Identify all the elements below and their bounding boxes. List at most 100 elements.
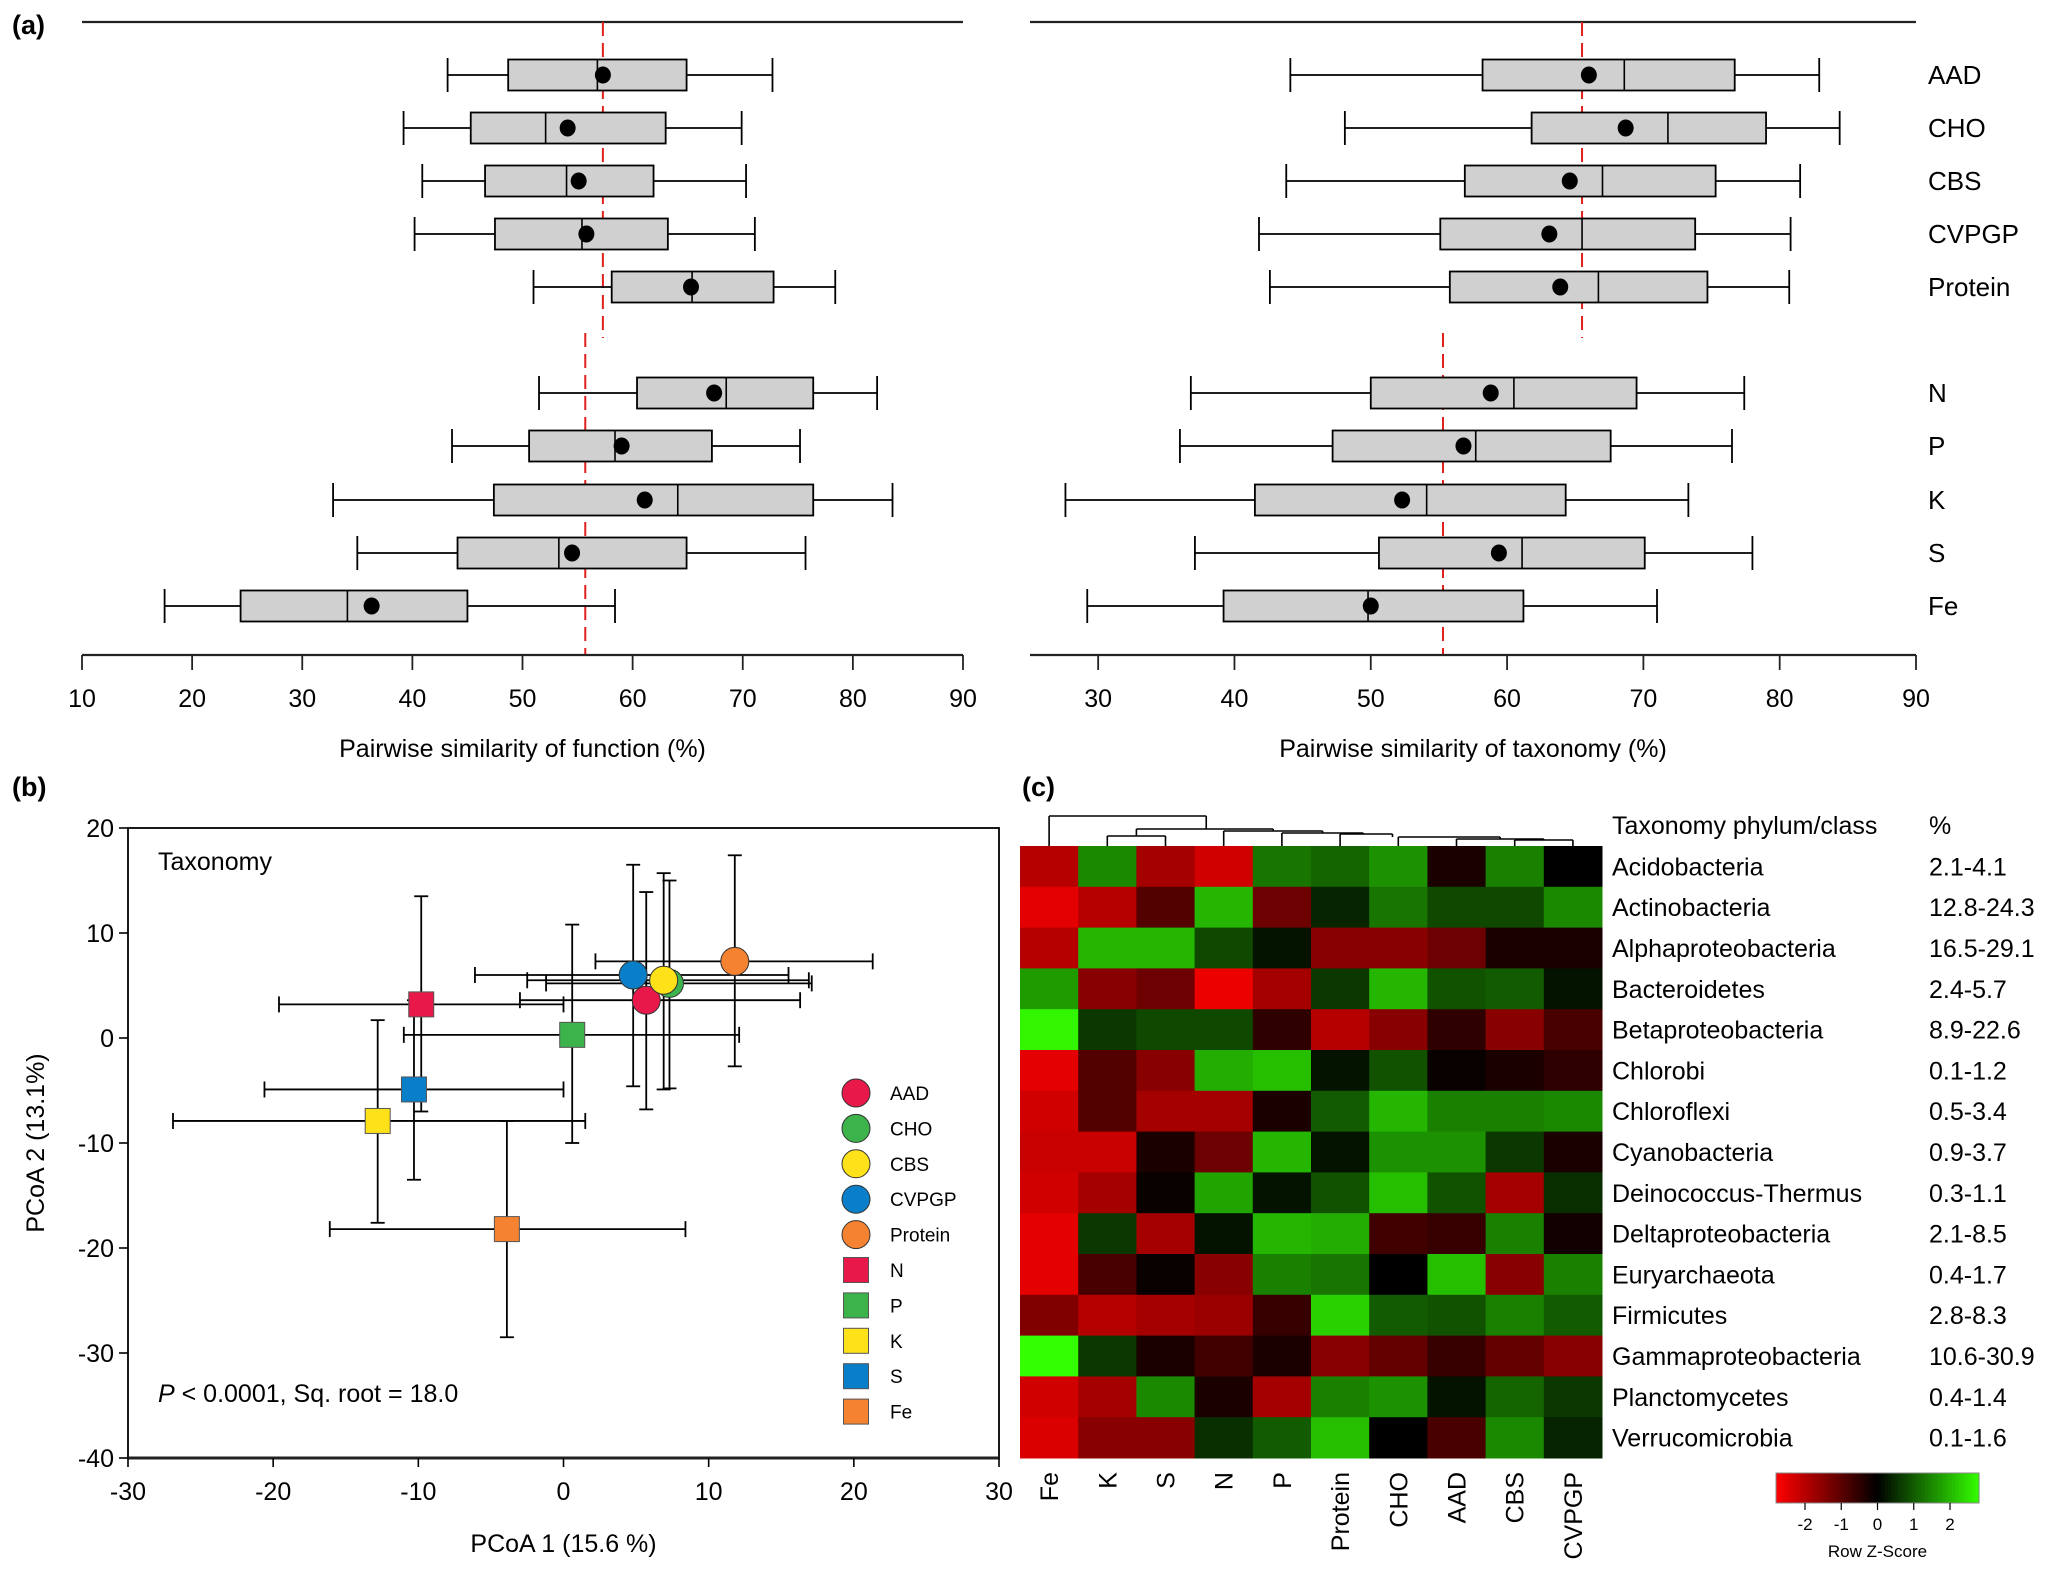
heatmap-row-deltaproteobacteria: Deltaproteobacteria 2.1-8.5 xyxy=(1020,1213,2007,1255)
heatmap-cell xyxy=(1543,1335,1603,1377)
taxon-percent: 0.1-1.2 xyxy=(1929,1057,2007,1085)
heatmap-cell xyxy=(1194,1172,1254,1214)
heatmap-cell xyxy=(1543,1050,1603,1092)
colorbar-segment xyxy=(1803,1473,1808,1503)
colorbar-segment xyxy=(1887,1473,1892,1503)
heatmap-cell xyxy=(1543,886,1603,929)
x-tick-label: 40 xyxy=(398,685,426,713)
heatmap-cell xyxy=(1020,927,1079,969)
iqr-box xyxy=(484,164,655,198)
heatmap-cell xyxy=(1427,1417,1487,1459)
heatmap: Acidobacteria 2.1-4.1 Actinobacteria 12.8-2… xyxy=(1020,812,2035,1561)
x-tick-label: 50 xyxy=(509,685,537,713)
colorbar-segment xyxy=(1840,1473,1845,1503)
heatmap-cell xyxy=(1485,1335,1545,1377)
taxon-label: Alphaproteobacteria xyxy=(1612,935,1836,963)
heatmap-cell xyxy=(1078,1213,1137,1255)
mean-point xyxy=(1580,66,1597,84)
heatmap-cell xyxy=(1136,1172,1196,1214)
heatmap-cell xyxy=(1543,1254,1603,1296)
heatmap-cell xyxy=(1136,927,1196,969)
heatmap-cell xyxy=(1194,846,1254,888)
colorbar-segment xyxy=(1830,1473,1835,1503)
mean-point xyxy=(613,437,630,455)
heatmap-cell xyxy=(1252,1294,1312,1337)
box-aad: AAD xyxy=(1289,58,1981,92)
heatmap-cell xyxy=(1078,1376,1137,1418)
legend-label: N xyxy=(890,1261,904,1282)
legend-marker xyxy=(843,1327,869,1354)
taxon-label: Cyanobacteria xyxy=(1612,1139,1773,1167)
heatmap-row-chlorobi: Chlorobi 0.1-1.2 xyxy=(1020,1050,2007,1092)
point-cbs xyxy=(649,965,679,995)
legend-marker xyxy=(841,1184,871,1214)
heatmap-cell xyxy=(1485,1376,1545,1418)
legend-marker xyxy=(843,1292,869,1319)
box-aad xyxy=(446,58,774,92)
taxon-percent: 2.8-8.3 xyxy=(1929,1302,2007,1330)
x-tick-label: -30 xyxy=(110,1478,146,1506)
heatmap-cell xyxy=(1020,1172,1079,1214)
x-tick-label: 70 xyxy=(729,685,757,713)
iqr-box xyxy=(1254,483,1567,517)
legend-label: S xyxy=(890,1367,903,1388)
heatmap-cell xyxy=(1543,1090,1603,1133)
mean-point xyxy=(1482,384,1499,402)
box-p: P xyxy=(1179,429,1945,463)
heatmap-cell xyxy=(1020,968,1079,1010)
column-label-fe: Fe xyxy=(1036,1472,1064,1501)
heatmap-row-deinococcus-thermus: Deinococcus-Thermus 0.3-1.1 xyxy=(1020,1172,2007,1214)
colorbar-segment xyxy=(1921,1473,1926,1503)
iqr-box xyxy=(239,589,469,623)
row-label: CBS xyxy=(1928,166,1981,196)
taxon-percent: 0.1-1.6 xyxy=(1929,1425,2007,1453)
x-tick-label: 60 xyxy=(1493,685,1521,713)
heatmap-cell xyxy=(1369,1009,1428,1051)
heatmap-cell xyxy=(1252,1090,1312,1133)
heatmap-cell xyxy=(1485,846,1545,888)
iqr-box xyxy=(1378,536,1646,570)
heatmap-cell xyxy=(1311,1417,1370,1459)
iqr-box xyxy=(492,483,815,517)
colorbar-segment xyxy=(1958,1473,1963,1503)
colorbar-tick-label: 0 xyxy=(1873,1515,1882,1534)
heatmap-row-planctomycetes: Planctomycetes 0.4-1.4 xyxy=(1020,1376,2007,1418)
heatmap-cell xyxy=(1485,1131,1545,1173)
heatmap-cell xyxy=(1543,927,1603,969)
box-cvpgp: CVPGP xyxy=(1258,217,2019,251)
heatmap-cell xyxy=(1136,1050,1196,1092)
legend-marker xyxy=(843,1257,869,1283)
box-fe xyxy=(163,589,616,623)
column-label-cho: CHO xyxy=(1385,1472,1413,1528)
x-tick-label: 30 xyxy=(985,1478,1013,1506)
x-tick-label: 0 xyxy=(557,1478,571,1506)
heatmap-cell xyxy=(1078,1131,1137,1173)
heatmap-cell xyxy=(1020,1090,1079,1133)
heatmap-row-alphaproteobacteria: Alphaproteobacteria 16.5-29.1 xyxy=(1020,927,2035,969)
colorbar-segment xyxy=(1941,1473,1946,1503)
heatmap-cell xyxy=(1427,1294,1487,1337)
legend-item-cho: CHO xyxy=(841,1113,932,1143)
colorbar-segment xyxy=(1809,1473,1814,1503)
x-tick-label: 20 xyxy=(178,685,206,713)
heatmap-cell xyxy=(1020,1376,1079,1418)
legend-label: CVPGP xyxy=(890,1190,957,1211)
heatmap-cell xyxy=(1252,1254,1312,1296)
taxon-percent: 0.4-1.4 xyxy=(1929,1384,2007,1412)
x-tick-label: 70 xyxy=(1629,685,1657,713)
heatmap-cell xyxy=(1078,1417,1137,1459)
heatmap-cell xyxy=(1020,1335,1079,1377)
colorbar-segment xyxy=(1833,1473,1838,1503)
mean-point xyxy=(1455,437,1472,455)
taxon-percent: 0.9-3.7 xyxy=(1929,1139,2007,1167)
colorbar-segment xyxy=(1860,1473,1865,1503)
heatmap-cell xyxy=(1194,886,1254,929)
x-tick-label: -10 xyxy=(400,1478,436,1506)
colorbar-segment xyxy=(1877,1473,1882,1503)
colorbar-segment xyxy=(1918,1473,1923,1503)
colorbar-segment xyxy=(1907,1473,1912,1503)
column-label-s: S xyxy=(1153,1472,1181,1489)
heatmap-cell xyxy=(1136,886,1196,929)
colorbar-segment xyxy=(1894,1473,1899,1503)
pcoa-scatter: -30 -20 -10 0 10 20 30 -40 -30 -20 -10 0 10 20 PCoA 1 … xyxy=(22,815,1013,1558)
